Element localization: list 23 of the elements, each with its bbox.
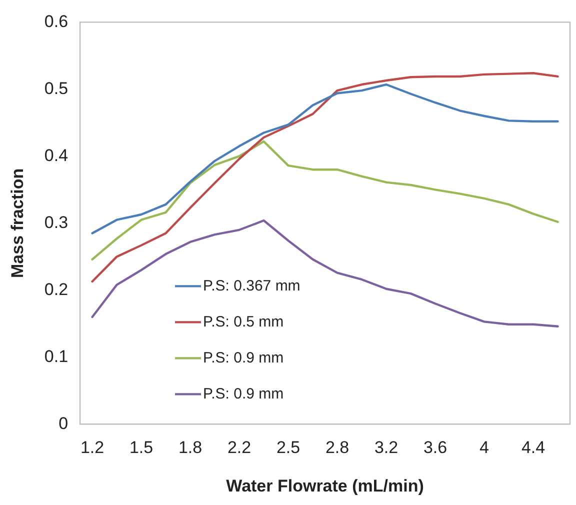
x-tick-label: 3.6: [423, 438, 448, 458]
x-axis-title: Water Flowrate (mL/min): [226, 476, 424, 496]
x-tick-label: 1.2: [80, 438, 104, 458]
x-tick-label: 4.4: [521, 438, 546, 458]
y-tick-label: 0.1: [44, 346, 68, 366]
x-tick-label: 1.8: [178, 438, 202, 458]
x-tick-label: 4: [480, 438, 489, 458]
x-tick-label: 1.5: [129, 438, 154, 458]
y-tick-label: 0.2: [44, 280, 68, 299]
legend-label: P.S: 0.9 mm: [203, 385, 284, 402]
x-tick-label: 3.2: [374, 438, 398, 458]
y-tick-label: 0.3: [44, 212, 68, 232]
y-tick-label: 0.5: [44, 78, 68, 98]
y-tick-label: 0.6: [44, 12, 68, 31]
legend-label: P.S: 0.367 mm: [203, 277, 300, 294]
x-tick-label: 2.5: [276, 438, 300, 458]
y-axis-title: Mass fraction: [8, 168, 27, 278]
x-tick-label: 2.8: [325, 438, 350, 458]
legend-label: P.S: 0.9 mm: [203, 349, 284, 366]
legend-label: P.S: 0.5 mm: [203, 313, 284, 330]
x-tick-label: 2.2: [227, 438, 252, 458]
y-tick-label: 0: [58, 414, 68, 433]
y-tick-label: 0.4: [44, 146, 68, 165]
